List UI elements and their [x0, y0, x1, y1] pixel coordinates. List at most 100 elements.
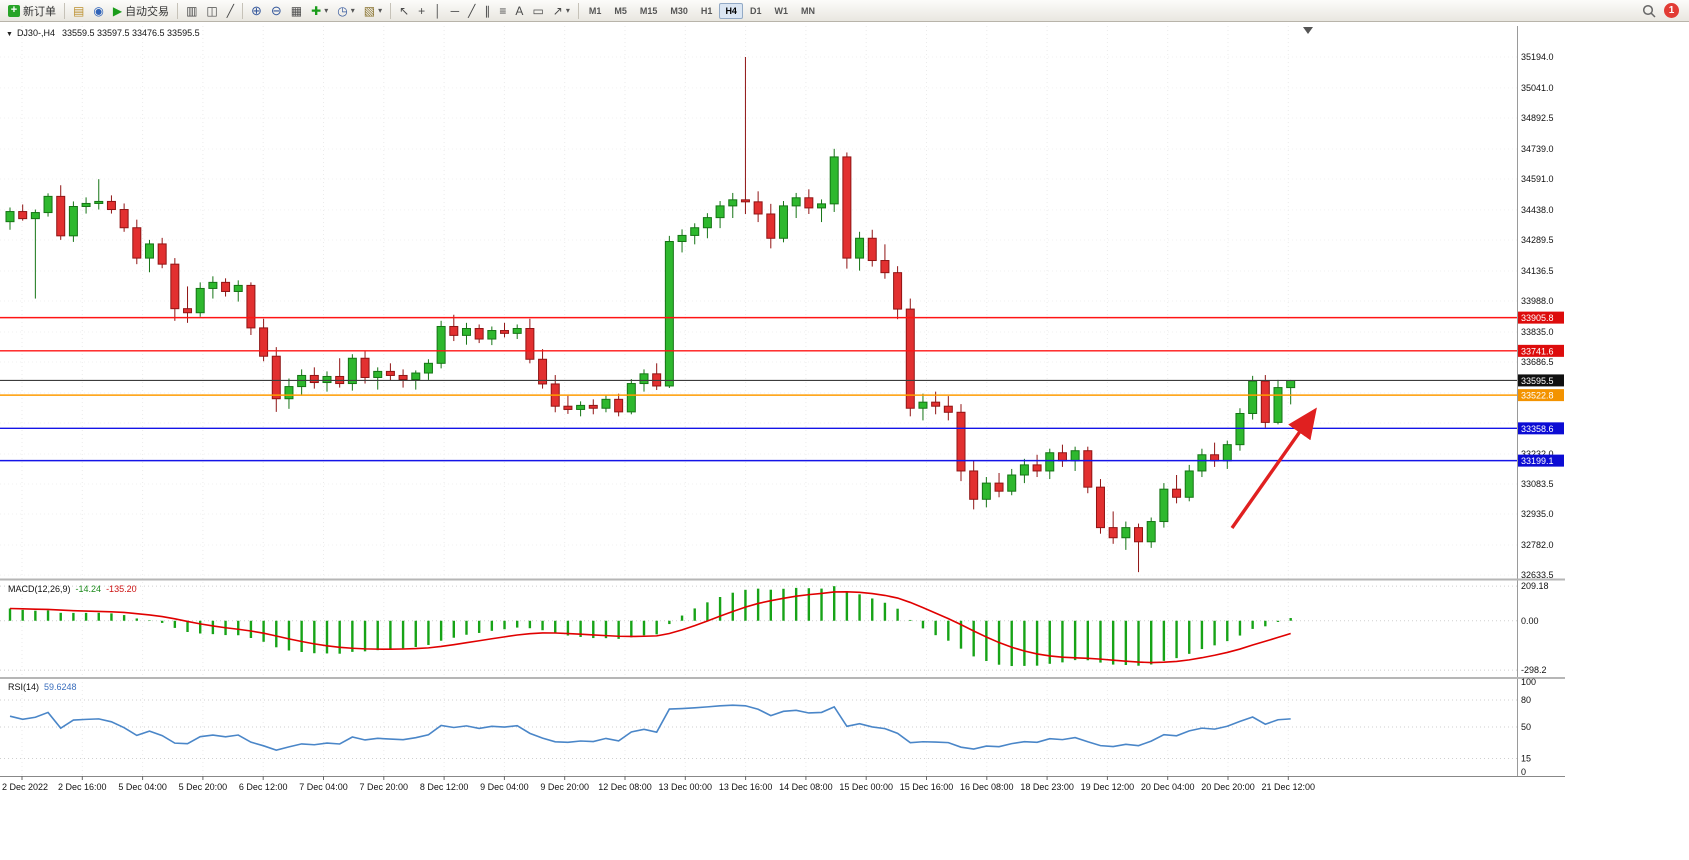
text-button[interactable]: A [511, 1, 527, 21]
bullish-candle [411, 372, 421, 380]
timeframe-m15-button[interactable]: M15 [639, 5, 658, 16]
candlestick-chart-button[interactable]: ◫ [202, 1, 221, 21]
bearish-candle [106, 200, 116, 211]
tile-windows-button[interactable]: ▦ [287, 1, 306, 21]
chart-collapse-triangle-icon[interactable]: ▼ [6, 31, 13, 38]
trendline-button[interactable]: ╱ [464, 1, 479, 21]
line-chart-button[interactable]: ╱ [223, 1, 238, 21]
bearish-candle [804, 197, 814, 209]
bar-chart-button[interactable]: ▥ [182, 1, 201, 21]
charts-button[interactable]: ▤ [69, 1, 88, 21]
rsi-axis-label: 50 [1521, 722, 1531, 732]
bearish-candle [449, 325, 459, 336]
bullish-candle [5, 211, 15, 223]
bearish-candle [994, 482, 1004, 492]
toolbar-separator [64, 2, 65, 19]
bearish-candle [309, 374, 319, 384]
price-axis-label: 33232.0 [1521, 449, 1554, 459]
bearish-candle [119, 209, 129, 229]
time-axis-label: 14 Dec 08:00 [779, 782, 833, 792]
chart-shift-marker-icon[interactable] [1303, 27, 1313, 34]
market-watch-icon: ◉ [93, 3, 104, 18]
text-label-button[interactable]: ▭ [528, 1, 547, 21]
trend-arrow-annotation[interactable] [1230, 407, 1317, 529]
main-toolbar: + 新订单 ▤ ◉ ▶ 自动交易 ▥ ◫ ╱ ⊕ ⊖ ▦ ✚ ▾ ◷ ▾ ▧ ▾ ↖ + │ ─ ╱ ∥ ≡ A ▭ ↗ ▾ M1 M5 M1… [0, 0, 1689, 22]
macd-axis-label: 209.18 [1521, 581, 1549, 591]
market-watch-button[interactable]: ◉ [89, 1, 107, 21]
chart-symbol-timeframe-label: DJ30-,H4 [16, 28, 55, 38]
rsi-axis-label: 80 [1521, 695, 1531, 705]
bearish-candle [956, 411, 966, 472]
horizontal-line-button[interactable]: ─ [447, 1, 464, 21]
search-icon[interactable] [1642, 4, 1656, 18]
templates-button[interactable]: ▧ ▾ [360, 1, 386, 21]
timeframe-m5-button[interactable]: M5 [614, 5, 627, 16]
periods-button[interactable]: ◷ ▾ [333, 1, 359, 21]
bearish-candle [905, 308, 915, 409]
notification-badge[interactable]: 1 [1664, 3, 1679, 18]
cursor-icon: ↖ [399, 3, 410, 18]
crosshair-button[interactable]: + [414, 1, 429, 21]
timeframe-m1-button[interactable]: M1 [588, 5, 602, 16]
zoom-out-icon: ⊖ [270, 2, 282, 18]
timeframe-mn-button[interactable]: MN [800, 5, 815, 16]
cursor-button[interactable]: ↖ [395, 1, 413, 21]
new-order-button[interactable]: + 新订单 [4, 1, 60, 21]
macd-axis-label: -298.2 [1521, 665, 1547, 675]
bullish-candle [728, 199, 738, 207]
time-axis-label: 15 Dec 16:00 [900, 782, 954, 792]
price-axis-label: 32935.0 [1521, 509, 1554, 519]
equidistant-channel-button[interactable]: ∥ [480, 1, 494, 21]
arrows-button[interactable]: ↗ ▾ [549, 1, 574, 21]
bearish-candle [538, 358, 548, 385]
dropdown-caret-icon: ▾ [324, 6, 329, 15]
timeframe-h1-button[interactable]: H1 [700, 5, 713, 16]
time-axis-label: 9 Dec 20:00 [540, 782, 589, 792]
bearish-candle [221, 281, 231, 292]
bearish-candle [1032, 464, 1042, 472]
timeframe-m30-button[interactable]: M30 [670, 5, 688, 16]
bearish-candle [766, 213, 776, 239]
indicators-button[interactable]: ✚ ▾ [307, 1, 332, 21]
bullish-candle [373, 370, 383, 378]
bullish-candle [981, 482, 991, 500]
bullish-candle [1235, 412, 1245, 446]
autotrading-button[interactable]: ▶ 自动交易 [109, 1, 173, 21]
price-level-badge-value: 33522.8 [1521, 391, 1554, 401]
rsi-current-value: 59.6248 [44, 682, 77, 692]
toolbar-right-group: 1 [1642, 3, 1685, 18]
rsi-line [9, 704, 1291, 751]
bullish-candle [487, 330, 497, 340]
periods-icon: ◷ [337, 3, 348, 18]
bullish-candle [677, 234, 687, 242]
indicators-icon: ✚ [311, 3, 322, 18]
time-axis-label: 5 Dec 20:00 [179, 782, 228, 792]
equidistant-channel-icon: ∥ [484, 3, 491, 18]
bearish-candle [385, 370, 395, 376]
bullish-candle [297, 374, 307, 388]
bearish-candle [271, 355, 281, 400]
macd-signal-line [9, 591, 1291, 664]
bullish-candle [664, 240, 674, 387]
price-axis-label: 32782.0 [1521, 540, 1554, 550]
bullish-candle [284, 386, 294, 400]
time-axis-label: 12 Dec 08:00 [598, 782, 652, 792]
new-order-label: 新订单 [23, 5, 56, 18]
bullish-candle [1019, 464, 1029, 476]
fibonacci-button[interactable]: ≡ [495, 1, 510, 21]
timeframe-w1-button[interactable]: W1 [774, 5, 788, 16]
tile-windows-icon: ▦ [290, 3, 303, 18]
time-axis-label: 18 Dec 23:00 [1020, 782, 1074, 792]
templates-icon: ▧ [363, 3, 376, 18]
price-axis-label: 35194.0 [1521, 52, 1554, 62]
charts-icon: ▤ [73, 3, 85, 18]
zoom-out-button[interactable]: ⊖ [267, 1, 286, 21]
time-axis-label: 8 Dec 12:00 [420, 782, 469, 792]
toolbar-separator [177, 2, 179, 19]
zoom-in-button[interactable]: ⊕ [247, 1, 266, 21]
macd-current-value: -14.24 [75, 584, 102, 594]
timeframe-d1-button[interactable]: D1 [749, 5, 762, 16]
timeframe-h4-button[interactable]: H4 [719, 2, 743, 19]
bearish-candle [500, 330, 510, 334]
vertical-line-button[interactable]: │ [430, 1, 446, 21]
